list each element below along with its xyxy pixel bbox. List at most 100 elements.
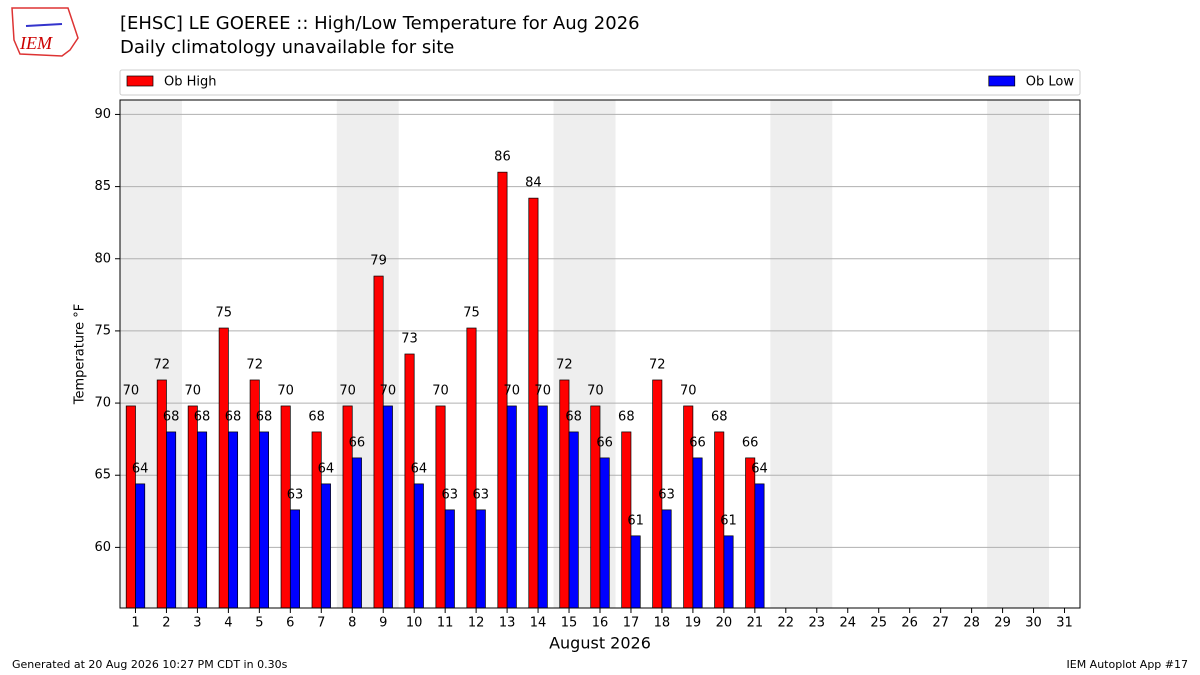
x-tick-label: 26 [901, 616, 918, 631]
bar [630, 535, 641, 609]
bar [197, 431, 208, 609]
x-tick-label: 18 [654, 616, 671, 631]
bar [259, 431, 269, 609]
bar [466, 327, 477, 609]
bar [754, 483, 765, 609]
x-tick-label: 5 [255, 616, 263, 631]
legend-label: Ob Low [1026, 75, 1075, 90]
value-label: 64 [132, 461, 149, 476]
bar [723, 535, 734, 609]
bar [218, 327, 229, 609]
value-label: 86 [494, 150, 511, 165]
legend-box [119, 69, 1081, 96]
x-tick-label: 17 [623, 616, 640, 631]
value-label: 68 [618, 409, 635, 424]
x-tick-label: 28 [963, 616, 980, 631]
x-tick-label: 16 [592, 616, 609, 631]
bar [166, 431, 177, 609]
x-tick-label: 12 [468, 616, 485, 631]
value-label: 61 [627, 513, 644, 528]
bar [382, 405, 393, 609]
value-label: 75 [215, 306, 232, 321]
bar [506, 405, 517, 609]
bar [311, 431, 322, 609]
bar [187, 405, 198, 609]
x-tick-label: 27 [932, 616, 949, 631]
value-label: 70 [123, 383, 140, 398]
value-label: 66 [596, 435, 613, 450]
x-tick-label: 20 [716, 616, 733, 631]
y-tick-label: 80 [94, 251, 111, 266]
value-label: 68 [565, 409, 582, 424]
bar [289, 509, 300, 609]
bar [413, 483, 424, 609]
value-label: 70 [534, 383, 551, 398]
value-label: 72 [649, 357, 666, 372]
x-tick-label: 22 [778, 616, 795, 631]
x-axis-label: August 2026 [549, 634, 651, 653]
value-label: 79 [370, 254, 387, 269]
bar [599, 457, 610, 609]
bar [537, 405, 548, 609]
bar [692, 457, 703, 609]
value-label: 72 [154, 357, 171, 372]
legend-swatch [126, 75, 154, 87]
x-tick-label: 8 [348, 616, 356, 631]
x-tick-label: 30 [1025, 616, 1042, 631]
value-label: 68 [711, 409, 728, 424]
bar [351, 457, 362, 609]
x-tick-label: 21 [747, 616, 764, 631]
value-label: 63 [442, 487, 459, 502]
x-tick-label: 11 [437, 616, 454, 631]
weekend-band [987, 100, 1050, 608]
bar [373, 275, 384, 609]
x-tick-label: 4 [224, 616, 232, 631]
bar [135, 483, 146, 609]
value-label: 72 [246, 357, 263, 372]
bar [228, 431, 239, 609]
chart-subtitle: Daily climatology unavailable for site [120, 37, 454, 58]
x-tick-label: 13 [499, 616, 516, 631]
x-tick-label: 15 [561, 616, 578, 631]
bar [435, 405, 446, 609]
x-tick-label: 2 [162, 616, 170, 631]
legend-label: Ob High [164, 75, 217, 90]
value-label: 61 [720, 513, 737, 528]
value-label: 70 [503, 383, 520, 398]
bar [568, 431, 579, 609]
x-tick-label: 3 [193, 616, 201, 631]
value-label: 68 [194, 409, 211, 424]
plot-frame [119, 99, 1081, 609]
footer-left: Generated at 20 Aug 2026 10:27 PM CDT in… [12, 658, 288, 671]
bar [320, 483, 331, 609]
bar [528, 197, 539, 609]
x-tick-label: 14 [530, 616, 547, 631]
value-label: 64 [751, 461, 768, 476]
value-label: 68 [308, 409, 325, 424]
x-tick-label: 31 [1056, 616, 1073, 631]
value-label: 70 [277, 383, 294, 398]
value-label: 70 [339, 383, 356, 398]
bar [404, 353, 415, 609]
value-label: 70 [680, 383, 697, 398]
x-tick-label: 19 [685, 616, 702, 631]
x-tick-label: 10 [406, 616, 423, 631]
value-label: 64 [318, 461, 335, 476]
x-tick-label: 6 [286, 616, 294, 631]
value-label: 63 [658, 487, 675, 502]
bar [745, 457, 756, 609]
weekend-band [770, 100, 833, 608]
bar [125, 405, 136, 609]
value-label: 70 [432, 383, 449, 398]
bar [661, 509, 672, 609]
value-label: 66 [349, 435, 366, 450]
x-tick-label: 23 [809, 616, 826, 631]
x-tick-label: 24 [839, 616, 856, 631]
bar [475, 509, 486, 609]
y-tick-label: 70 [94, 396, 111, 411]
y-axis-label: Temperature °F [73, 304, 88, 405]
logo-text: IEM [19, 33, 53, 53]
value-label: 68 [163, 409, 180, 424]
value-label: 72 [556, 357, 573, 372]
